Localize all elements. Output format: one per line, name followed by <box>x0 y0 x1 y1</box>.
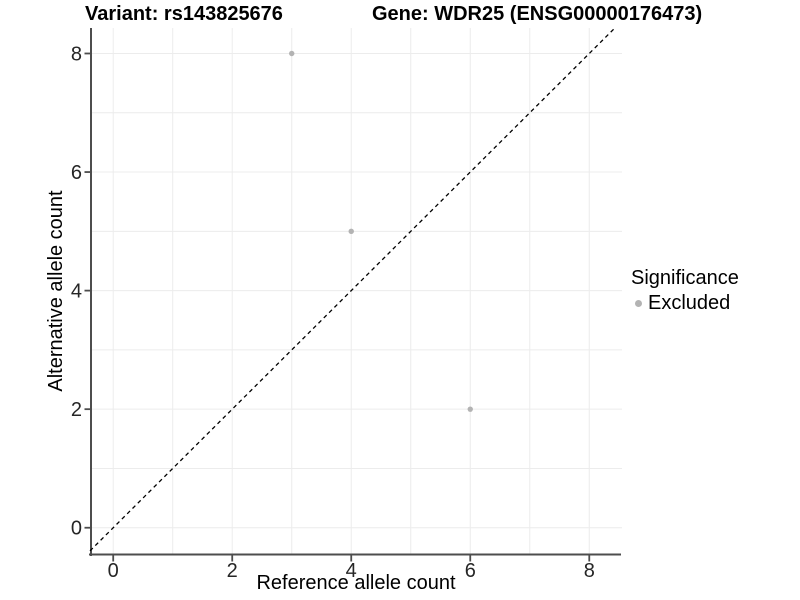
x-tick-label: 2 <box>227 560 238 582</box>
identity-line <box>89 27 616 552</box>
legend-key-dot <box>635 300 642 307</box>
x-tick-label: 0 <box>108 560 119 582</box>
y-axis-title: Alternative allele count <box>45 190 67 392</box>
legend-item-excluded: Excluded <box>635 292 739 315</box>
data-point <box>467 406 473 412</box>
legend-item-label: Excluded <box>648 292 731 314</box>
data-point <box>289 50 295 57</box>
plot-title-gene: Gene: WDR25 (ENSG00000176473) <box>372 3 703 25</box>
y-tick-label: 2 <box>71 399 82 421</box>
data-point <box>348 228 354 235</box>
x-tick-label: 4 <box>346 560 357 582</box>
legend-title: Significance <box>631 267 739 289</box>
x-tick-label: 6 <box>465 560 476 582</box>
x-axis-title: Reference allele count <box>256 572 456 594</box>
legend: Significance Excluded <box>631 267 739 315</box>
y-tick-label: 6 <box>71 162 82 184</box>
y-tick-label: 4 <box>71 281 82 303</box>
y-tick-label: 0 <box>71 518 82 540</box>
plot-title-variant: Variant: rs143825676 <box>85 3 283 25</box>
x-tick-label: 8 <box>584 560 595 582</box>
y-tick-label: 8 <box>71 43 82 65</box>
